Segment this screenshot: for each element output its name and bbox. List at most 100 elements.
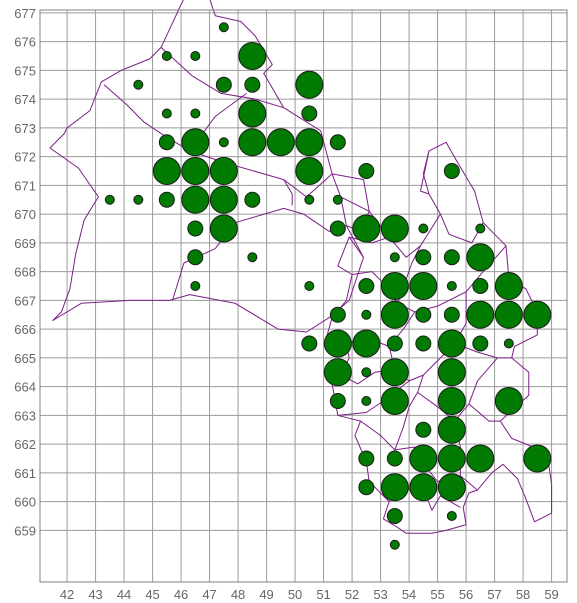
occurrence-dot xyxy=(301,335,318,352)
y-tick-label: 665 xyxy=(14,351,36,366)
occurrence-dot xyxy=(133,194,144,205)
occurrence-dot xyxy=(187,249,204,266)
occurrence-dot xyxy=(352,214,381,243)
region-boundary xyxy=(394,374,424,451)
occurrence-dot xyxy=(475,223,486,234)
x-tick-label: 51 xyxy=(316,587,330,602)
occurrence-dot xyxy=(503,338,514,349)
x-tick-label: 47 xyxy=(202,587,216,602)
occurrence-dot xyxy=(386,450,403,467)
x-tick-label: 53 xyxy=(373,587,387,602)
occurrence-dot xyxy=(415,306,432,323)
occurrence-dot xyxy=(329,134,346,151)
x-tick-label: 54 xyxy=(402,587,416,602)
occurrence-dot xyxy=(238,128,267,157)
occurrence-dot xyxy=(295,70,324,99)
region-boundary xyxy=(172,248,216,301)
occurrence-dot xyxy=(181,185,210,214)
occurrence-dot xyxy=(209,214,238,243)
occurrence-dot xyxy=(437,329,466,358)
occurrence-dot xyxy=(323,358,352,387)
occurrence-dot xyxy=(304,281,315,291)
occurrence-dot xyxy=(380,387,409,415)
plot-frame xyxy=(39,9,568,583)
occurrence-dot xyxy=(380,300,409,329)
occurrence-dot xyxy=(361,367,372,378)
occurrence-dot xyxy=(266,128,295,157)
x-tick-label: 49 xyxy=(259,587,273,602)
x-tick-label: 52 xyxy=(345,587,359,602)
region-boundary xyxy=(283,179,293,206)
occurrence-dot xyxy=(389,252,400,263)
occurrence-dot xyxy=(361,309,372,320)
occurrence-dot xyxy=(446,511,457,521)
occurrence-dot xyxy=(443,163,460,179)
occurrence-dot xyxy=(466,444,495,473)
occurrence-dot xyxy=(187,220,204,237)
occurrence-dot xyxy=(386,335,403,352)
occurrence-dot xyxy=(358,278,375,294)
occurrence-dot xyxy=(494,272,523,300)
occurrence-dot xyxy=(181,157,210,185)
x-tick-label: 46 xyxy=(174,587,188,602)
occurrence-dot xyxy=(437,387,466,415)
y-tick-label: 669 xyxy=(14,236,36,251)
occurrence-dot xyxy=(104,194,115,205)
occurrence-dot xyxy=(238,42,267,70)
occurrence-dot xyxy=(418,223,429,234)
occurrence-dot xyxy=(209,157,238,185)
x-tick-label: 43 xyxy=(88,587,102,602)
occurrence-dot xyxy=(415,249,432,266)
occurrence-dot xyxy=(437,358,466,387)
occurrence-dot xyxy=(190,51,201,61)
y-tick-label: 673 xyxy=(14,121,36,136)
occurrence-dot xyxy=(380,272,409,300)
occurrence-dot xyxy=(523,300,552,329)
y-tick-label: 660 xyxy=(14,495,36,510)
occurrence-dot xyxy=(152,157,181,185)
occurrence-dot xyxy=(472,278,489,294)
occurrence-dot xyxy=(301,105,318,122)
occurrence-dot xyxy=(380,473,409,502)
occurrence-dot xyxy=(466,300,495,329)
occurrence-dot xyxy=(295,157,324,185)
occurrence-dot xyxy=(161,51,172,61)
occurrence-dot xyxy=(209,185,238,214)
y-tick-labels: 659 660 661 662 663 664 665 666 667 668 669 670 671 6… xyxy=(14,6,36,539)
y-tick-label: 672 xyxy=(14,150,36,165)
x-tick-labels: 42 43 44 45 46 47 48 49 50 51 52 53 54 55 56 57 58 59 xyxy=(60,587,559,602)
occurrence-dot xyxy=(409,444,438,473)
occurrence-dot xyxy=(215,76,232,93)
occurrence-dot xyxy=(329,306,346,323)
occurrence-dot xyxy=(446,281,457,291)
occurrence-dot xyxy=(161,108,172,119)
occurrence-dot xyxy=(472,335,489,352)
x-tick-label: 59 xyxy=(544,587,558,602)
occurrence-dot xyxy=(358,163,375,179)
region-boundary xyxy=(454,343,512,359)
occurrence-dot xyxy=(247,252,258,263)
y-tick-label: 670 xyxy=(14,207,36,222)
occurrence-dot xyxy=(437,444,466,473)
occurrence-dot xyxy=(466,243,495,272)
region-boundary xyxy=(49,0,364,333)
occurrence-dot xyxy=(523,444,552,473)
occurrence-dot xyxy=(158,134,175,151)
occurrence-dot xyxy=(386,508,403,524)
y-tick-label: 659 xyxy=(14,523,36,538)
occurrence-dot xyxy=(190,108,201,119)
occurrence-dot xyxy=(361,396,372,406)
region-boundary xyxy=(417,391,501,422)
grid-lines xyxy=(40,10,567,582)
occurrence-dot xyxy=(329,220,346,237)
occurrence-dot xyxy=(415,421,432,438)
y-tick-label: 676 xyxy=(14,35,36,50)
occurrence-dot xyxy=(437,415,466,444)
occurrence-dot xyxy=(244,76,261,93)
occurrence-dot xyxy=(437,473,466,502)
y-tick-label: 661 xyxy=(14,466,36,481)
x-tick-label: 50 xyxy=(288,587,302,602)
occurrence-dot xyxy=(158,191,175,208)
y-tick-label: 666 xyxy=(14,322,36,337)
y-tick-label: 677 xyxy=(14,6,36,21)
